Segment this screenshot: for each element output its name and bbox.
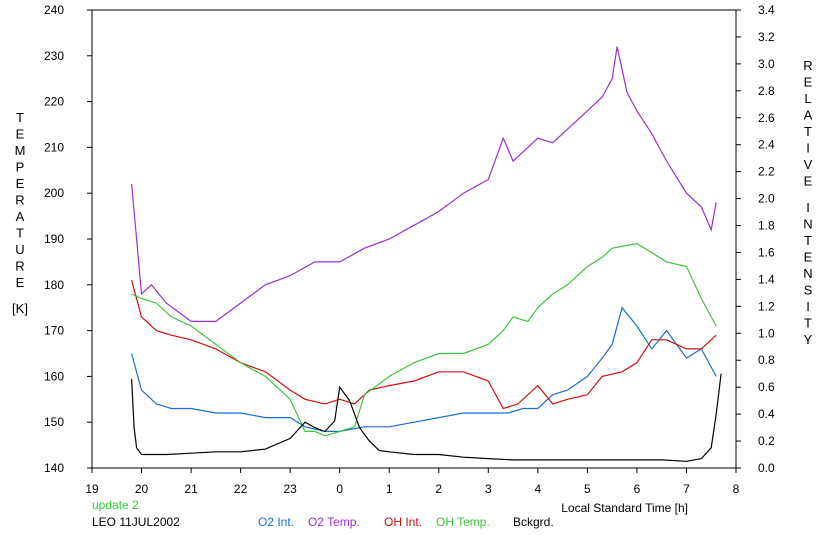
right-label-letter: E (804, 174, 813, 189)
right-tick-label: 0.8 (758, 353, 775, 367)
left-tick-label: 170 (44, 324, 64, 338)
right-label-letter: T (804, 315, 812, 330)
series-line-oh-int (131, 280, 717, 410)
right-tick-label: 1.4 (758, 272, 775, 286)
legend-item-o2-temp: O2 Temp. (308, 515, 360, 529)
right-label-letter: I (806, 299, 810, 314)
plot-frame (91, 9, 737, 469)
right-tick-label: 0.0 (758, 461, 775, 475)
legend-item-o2-int: O2 Int. (258, 515, 295, 529)
left-label-letter: P (16, 160, 25, 175)
x-tick-label: 20 (135, 482, 149, 496)
x-tick-label: 2 (435, 482, 442, 496)
x-axis: 19 20 21 22 23 0 1 2 3 4 5 6 7 8 (85, 468, 740, 496)
right-label-letter: N (803, 216, 812, 231)
left-label-letter: A (16, 209, 25, 224)
right-label-letter: V (804, 157, 813, 172)
right-label-letter: E (804, 75, 813, 90)
right-tick-label: 2.8 (758, 84, 775, 98)
right-tick-label: 1.2 (758, 299, 775, 313)
right-tick-label: 0.4 (758, 407, 775, 421)
series-layer (131, 46, 722, 462)
right-label-letter: A (804, 108, 813, 123)
series-line-oh-temp (131, 242, 717, 437)
left-tick-label: 140 (44, 461, 64, 475)
right-label-letter: I (806, 141, 810, 156)
x-tick-label: 6 (634, 482, 641, 496)
left-label-letter: T (16, 226, 24, 241)
right-label-letter: L (804, 91, 811, 106)
left-tick-label: 180 (44, 278, 64, 292)
right-label-letter: N (803, 266, 812, 281)
legend-item-bckgrd: Bckgrd. (513, 515, 554, 529)
x-tick-label: 7 (683, 482, 690, 496)
left-label-letter: T (16, 110, 24, 125)
left-tick-label: 210 (44, 140, 64, 154)
x-tick-label: 0 (336, 482, 343, 496)
left-label-letter: M (15, 143, 26, 158)
x-tick-label: 5 (584, 482, 591, 496)
right-tick-label: 0.2 (758, 434, 775, 448)
series-line-o2-temp (131, 46, 717, 322)
right-tick-label: 0.6 (758, 380, 775, 394)
left-tick-label: 190 (44, 232, 64, 246)
left-label-letter: U (15, 242, 24, 257)
left-axis-unit: [K] (12, 301, 28, 316)
x-axis-label: Local Standard Time [h] (561, 501, 688, 515)
right-label-letter: S (804, 282, 813, 297)
left-tick-label: 160 (44, 369, 64, 383)
left-label-letter: E (16, 127, 25, 142)
right-tick-label: 2.2 (758, 165, 775, 179)
x-tick-label: 23 (283, 482, 297, 496)
legend-item-oh-int: OH Int. (384, 515, 423, 529)
left-label-letter: E (16, 176, 25, 191)
left-label-letter: R (15, 193, 24, 208)
right-tick-label: 2.0 (758, 192, 775, 206)
right-tick-label: 2.6 (758, 111, 775, 125)
right-axis: 0.0 0.2 0.4 0.6 0.8 1.0 1.2 1.4 1.6 1.8 2.0 2.2 2.4 2… (736, 3, 775, 475)
right-label-letter: Y (804, 332, 813, 347)
left-label-letter: R (15, 259, 24, 274)
right-tick-label: 1.0 (758, 326, 775, 340)
right-tick-label: 1.8 (758, 219, 775, 233)
series-line-o2-int (131, 306, 717, 432)
left-tick-label: 150 (44, 415, 64, 429)
right-tick-label: 1.6 (758, 245, 775, 259)
right-label-letter: T (804, 233, 812, 248)
x-tick-label: 8 (733, 482, 740, 496)
station-date: LEO 11JUL2002 (92, 515, 180, 529)
right-label-letter: E (804, 249, 813, 264)
right-tick-label: 3.2 (758, 30, 775, 44)
right-label-letter: T (804, 124, 812, 139)
left-label-letter: E (16, 275, 25, 290)
legend-item-oh-temp: OH Temp. (436, 515, 490, 529)
x-tick-label: 4 (535, 482, 542, 496)
left-tick-label: 200 (44, 186, 64, 200)
x-tick-label: 3 (485, 482, 492, 496)
right-tick-label: 3.0 (758, 57, 775, 71)
x-tick-label: 1 (386, 482, 393, 496)
x-tick-label: 19 (85, 482, 99, 496)
right-label-letter: I (806, 200, 810, 215)
x-tick-label: 22 (234, 482, 248, 496)
series-line-bckgrd (131, 373, 722, 462)
update-label: update 2 (92, 498, 139, 512)
left-tick-label: 240 (44, 3, 64, 17)
left-axis: 140 150 160 170 180 190 200 210 220 230 240 (44, 3, 92, 475)
right-tick-label: 2.4 (758, 138, 775, 152)
left-tick-label: 220 (44, 95, 64, 109)
right-label-letter: R (803, 58, 812, 73)
right-tick-label: 3.4 (758, 3, 775, 17)
left-tick-label: 230 (44, 49, 64, 63)
x-tick-label: 21 (184, 482, 198, 496)
